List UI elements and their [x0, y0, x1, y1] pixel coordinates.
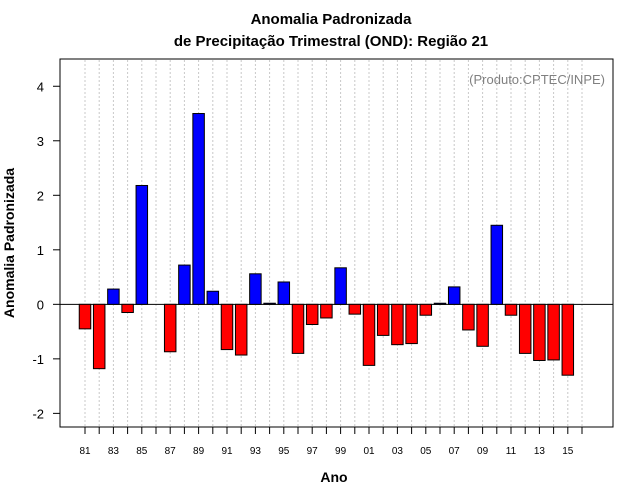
x-tick-label: 05: [420, 446, 432, 457]
bar-2012: [518, 303, 532, 354]
bar-1990: [206, 290, 220, 305]
chart-subtitle: de Precipitação Trimestral (OND): Região…: [174, 33, 488, 50]
bar-1992: [234, 303, 248, 356]
bar-1998: [320, 303, 333, 319]
bar-1982: [92, 303, 106, 370]
x-tick-label: 83: [108, 446, 120, 457]
bar-2005: [419, 303, 433, 316]
x-tick-label: 97: [307, 446, 319, 457]
bars: [78, 113, 575, 376]
bar-2001: [362, 303, 376, 366]
x-tick-label: 85: [136, 446, 148, 457]
x-tick-label: 09: [477, 446, 489, 457]
bar-2013: [533, 303, 546, 361]
bar-1994: [263, 302, 276, 305]
bar-2003: [391, 303, 404, 346]
bar-1997: [305, 303, 319, 326]
x-tick-label: 81: [79, 446, 91, 457]
x-tick-label: 89: [193, 446, 205, 457]
bar-1995: [277, 281, 291, 305]
bar-2006: [433, 302, 447, 305]
bar-2004: [405, 303, 418, 345]
bar-2015: [561, 303, 575, 376]
x-tick-label: 03: [392, 446, 404, 457]
x-tick-label: 91: [221, 446, 233, 457]
x-axis-label: Ano: [320, 469, 347, 485]
bar-2010: [490, 224, 504, 305]
bar-1984: [121, 303, 134, 314]
bar-2009: [476, 303, 489, 347]
bar-1988: [178, 264, 191, 305]
x-tick-label: 93: [250, 446, 262, 457]
y-tick-label: 3: [37, 134, 44, 149]
y-tick-label: 4: [37, 79, 44, 94]
bar-2007: [447, 286, 461, 305]
x-tick-label: 87: [165, 446, 177, 457]
y-tick-label: -1: [32, 352, 44, 367]
x-tick-label: 07: [449, 446, 461, 457]
y-axis-label: Anomalia Padronizada: [1, 168, 17, 318]
y-tick-label: 2: [37, 188, 44, 203]
x-tick-label: 01: [363, 446, 375, 457]
x-tick-label: 95: [278, 446, 290, 457]
credit-label: (Produto:CPTEC/INPE): [469, 72, 605, 87]
bar-1991: [220, 303, 234, 351]
x-tick-label: 13: [534, 446, 546, 457]
bar-1993: [249, 273, 262, 305]
chart-title: Anomalia Padronizada: [251, 11, 413, 28]
bar-2002: [376, 303, 390, 336]
x-tick-label: 15: [562, 446, 574, 457]
plot-frame: [59, 58, 614, 428]
y-tick-label: 0: [37, 297, 44, 312]
bar-2014: [547, 303, 560, 361]
y-axis: -2 -1 0 1 2 3 4: [32, 79, 60, 421]
bar-1996: [291, 303, 305, 354]
x-tick-label: 11: [506, 446, 517, 457]
y-tick-label: 1: [37, 243, 44, 258]
bar-2011: [504, 303, 518, 316]
x-tick-label: 99: [335, 446, 347, 457]
vertical-grid: [84, 60, 583, 426]
y-tick-label: -2: [32, 406, 44, 421]
x-axis: 81 83 85 87 89 91 93 95 97 99 01 03 05 07 09 11 13 15: [79, 427, 583, 457]
bar-1983: [107, 288, 120, 305]
bar-1999: [334, 267, 347, 305]
bar-1989: [192, 113, 205, 305]
bar-1985: [135, 184, 149, 305]
bar-2008: [462, 303, 475, 331]
bar-1981: [78, 303, 92, 330]
bar-1987: [163, 303, 177, 353]
bar-2000: [348, 303, 362, 315]
